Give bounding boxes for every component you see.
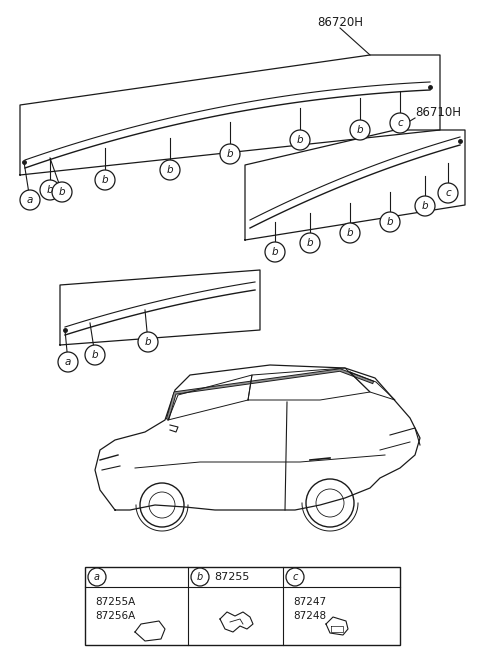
Circle shape — [286, 568, 304, 586]
Circle shape — [220, 144, 240, 164]
Text: a: a — [65, 357, 71, 367]
Text: 87247
87248: 87247 87248 — [293, 597, 326, 621]
Text: b: b — [347, 228, 353, 238]
Text: c: c — [292, 572, 298, 582]
Bar — [85, 567, 400, 645]
Text: b: b — [197, 572, 203, 582]
Text: b: b — [227, 149, 233, 159]
Text: b: b — [144, 337, 151, 347]
Circle shape — [95, 170, 115, 190]
Text: b: b — [47, 185, 53, 195]
Circle shape — [88, 568, 106, 586]
Text: 86710H: 86710H — [415, 105, 461, 119]
Circle shape — [58, 352, 78, 372]
Circle shape — [138, 332, 158, 352]
Text: b: b — [387, 217, 393, 227]
Text: b: b — [272, 247, 278, 257]
Circle shape — [85, 345, 105, 365]
Circle shape — [191, 568, 209, 586]
Circle shape — [390, 113, 410, 133]
Text: a: a — [94, 572, 100, 582]
Circle shape — [300, 233, 320, 253]
Circle shape — [160, 160, 180, 180]
Text: b: b — [167, 165, 173, 175]
Text: b: b — [92, 350, 98, 360]
Text: 87255: 87255 — [214, 572, 250, 582]
Circle shape — [265, 242, 285, 262]
Circle shape — [438, 183, 458, 203]
Text: b: b — [307, 238, 313, 248]
Circle shape — [290, 130, 310, 150]
Circle shape — [415, 196, 435, 216]
Text: b: b — [297, 135, 303, 145]
Text: b: b — [357, 125, 363, 135]
Circle shape — [52, 182, 72, 202]
Text: 87255A
87256A: 87255A 87256A — [95, 597, 135, 621]
Text: b: b — [59, 187, 65, 197]
Circle shape — [340, 223, 360, 243]
Text: b: b — [102, 175, 108, 185]
Text: 86720H: 86720H — [317, 16, 363, 29]
Circle shape — [380, 212, 400, 232]
Circle shape — [40, 180, 60, 200]
Text: c: c — [445, 188, 451, 198]
Text: a: a — [27, 195, 33, 205]
Circle shape — [350, 120, 370, 140]
Text: b: b — [422, 201, 428, 211]
Text: c: c — [397, 118, 403, 128]
Circle shape — [20, 190, 40, 210]
